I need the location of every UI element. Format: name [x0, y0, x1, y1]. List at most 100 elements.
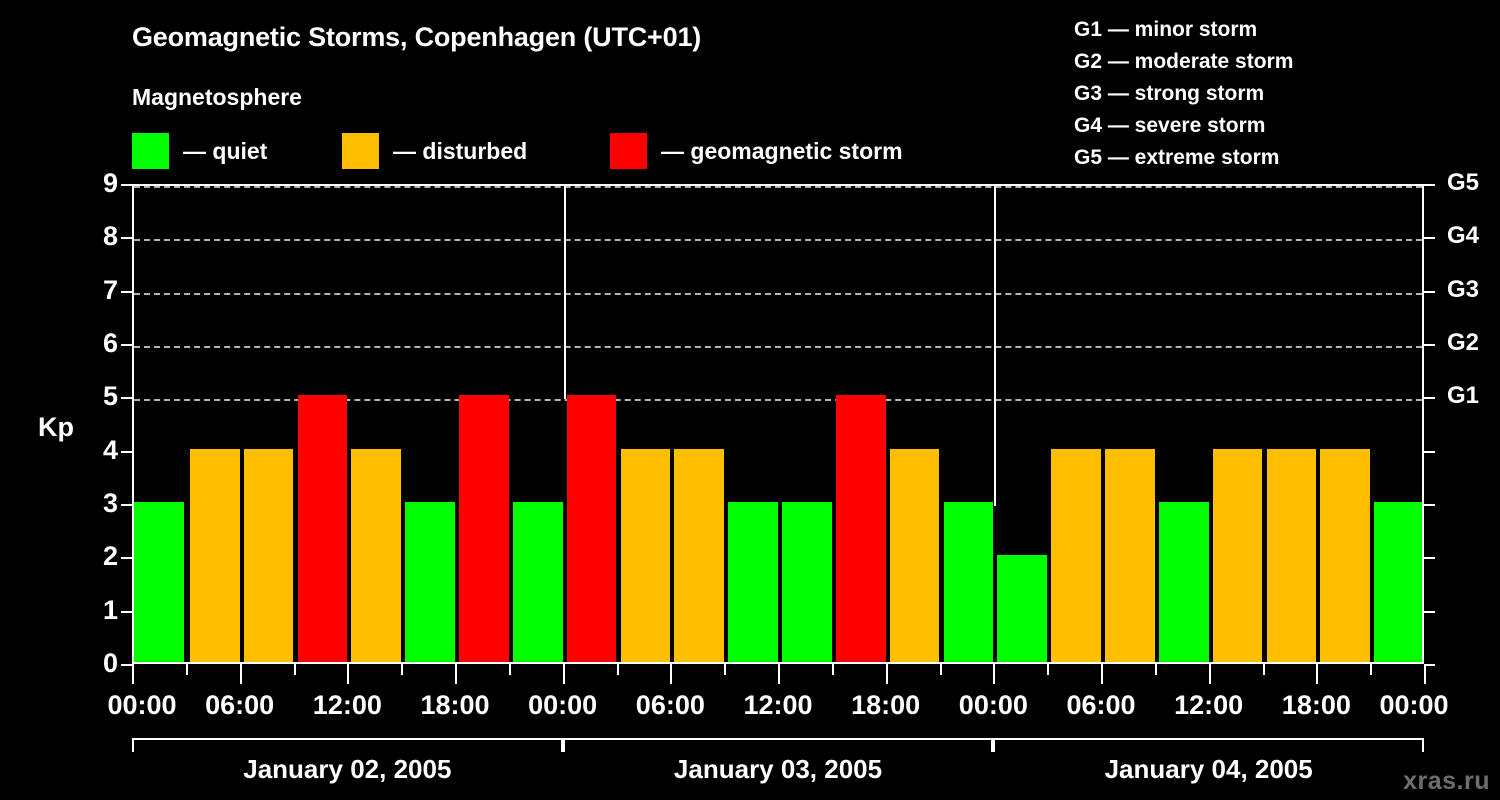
y-tick-mark	[121, 237, 132, 240]
bar-kp-disturbed	[243, 448, 294, 662]
bar-kp-quiet	[1374, 502, 1422, 662]
bar-kp-quiet	[512, 502, 563, 662]
bar-kp-storm	[459, 395, 509, 662]
legend-label-quiet: — quiet	[183, 137, 268, 164]
day-label: January 02, 2005	[243, 754, 452, 784]
x-tick-mark-major	[455, 664, 457, 684]
gscale-legend-row-g4: G4 — severe storm	[1074, 114, 1266, 137]
x-tick-label: 18:00	[1281, 690, 1351, 720]
x-tick-label: 12:00	[743, 690, 813, 720]
y-tick-label-0: 0	[102, 648, 118, 678]
g-tick-label-g4: G4	[1447, 222, 1480, 250]
gridline-kp-9	[134, 186, 1422, 188]
bar-kp-disturbed	[1051, 448, 1101, 662]
x-tick-label: 06:00	[205, 690, 275, 720]
bar-kp-storm	[297, 395, 348, 662]
x-tick-label: 06:00	[1066, 690, 1136, 720]
bar-kp-quiet	[943, 502, 994, 662]
y-tick-label-2: 2	[102, 541, 118, 572]
x-tick-mark-major	[132, 664, 134, 684]
x-tick-mark-minor	[508, 664, 511, 675]
bar-kp-disturbed	[1320, 448, 1371, 662]
bar-kp-disturbed	[351, 448, 402, 662]
legend-swatch-quiet-icon	[132, 133, 169, 169]
g-tick-mark	[1424, 344, 1435, 346]
day-band	[993, 738, 1424, 752]
gridline-kp-7	[134, 292, 1422, 295]
x-tick-mark-major	[1101, 664, 1103, 684]
x-tick-mark-minor	[1370, 664, 1373, 675]
gscale-legend-row-g1: G1 — minor storm	[1074, 18, 1258, 41]
day-band	[562, 738, 994, 752]
x-tick-mark-minor	[1154, 664, 1157, 675]
legend-label-storm: — geomagnetic storm	[661, 137, 903, 164]
y-tick-mark	[121, 184, 132, 186]
x-tick-mark-minor	[185, 664, 188, 675]
g-tick-label-g5: G5	[1447, 169, 1480, 196]
g-tick-label-g3: G3	[1447, 275, 1480, 303]
day-label: January 03, 2005	[673, 754, 883, 784]
y-axis-title: Kp	[38, 412, 74, 442]
chart-subtitle: Magnetosphere	[132, 84, 302, 110]
gscale-legend-row-g2: G2 — moderate storm	[1074, 50, 1294, 73]
page-title: Geomagnetic Storms, Copenhagen (UTC+01)	[132, 22, 702, 52]
x-tick-mark-major	[1424, 664, 1426, 684]
y-tick-label-7: 7	[102, 274, 118, 305]
gscale-legend-row-g5: G5 — extreme storm	[1074, 146, 1280, 169]
x-tick-label: 18:00	[851, 690, 921, 720]
g-tick-label-g2: G2	[1447, 329, 1480, 356]
x-tick-mark-minor	[293, 664, 296, 675]
day-label: January 04, 2005	[1104, 754, 1313, 784]
y-tick-mark	[121, 664, 132, 666]
g-tick-mark	[1424, 290, 1435, 293]
bar-kp-disturbed	[1266, 448, 1317, 662]
x-tick-mark-major	[562, 664, 565, 684]
bar-kp-quiet	[1158, 502, 1209, 662]
x-tick-mark-minor	[401, 664, 404, 675]
y-tick-label-3: 3	[102, 488, 118, 518]
bar-kp-disturbed	[674, 448, 725, 662]
gridline-kp-8	[134, 239, 1422, 242]
bar-kp-disturbed	[1105, 448, 1155, 662]
bar-kp-disturbed	[889, 448, 940, 662]
x-tick-label: 00:00	[107, 690, 177, 720]
g-tick-mark-minor	[1424, 504, 1435, 506]
legend-entry-disturbed: — disturbed	[342, 132, 527, 170]
y-tick-mark	[121, 610, 132, 613]
x-tick-mark-major	[670, 664, 673, 684]
bar-kp-quiet	[728, 502, 778, 662]
y-tick-label-1: 1	[102, 594, 118, 625]
gridline-kp-5	[134, 399, 1422, 402]
y-tick-label-8: 8	[102, 221, 118, 252]
gscale-legend: G1 — minor storm G2 — moderate storm G3 — …	[1056, 14, 1486, 174]
x-tick-mark-major	[993, 664, 996, 684]
x-tick-label: 06:00	[635, 690, 705, 720]
x-tick-mark-minor	[1262, 664, 1265, 675]
x-tick-mark-major	[347, 664, 350, 684]
y-tick-label-6: 6	[102, 328, 118, 358]
gridline-kp-6	[134, 346, 1422, 348]
x-tick-mark-major	[239, 664, 242, 684]
bar-kp-quiet	[997, 555, 1048, 662]
plot-area	[132, 184, 1424, 664]
bar-kp-disturbed	[620, 448, 671, 662]
y-tick-mark	[121, 397, 132, 400]
g-tick-mark	[1424, 237, 1435, 240]
legend-swatch-storm-icon	[610, 133, 647, 169]
x-tick-mark-minor	[939, 664, 942, 675]
x-tick-label: 00:00	[958, 690, 1028, 720]
g-tick-mark-minor	[1424, 557, 1435, 560]
g-tick-mark-minor	[1424, 664, 1435, 666]
bar-kp-disturbed	[1212, 448, 1263, 662]
x-tick-mark-minor	[831, 664, 834, 675]
y-tick-label-4: 4	[102, 434, 118, 465]
bar-kp-quiet	[405, 502, 455, 662]
watermark: xras.ru	[1403, 767, 1490, 795]
y-tick-mark	[121, 557, 132, 560]
bar-kp-storm	[835, 395, 886, 662]
day-separator	[994, 186, 997, 506]
g-tick-label-g1: G1	[1447, 382, 1480, 410]
legend-entry-quiet: — quiet	[132, 132, 267, 170]
bar-kp-quiet	[134, 502, 184, 662]
